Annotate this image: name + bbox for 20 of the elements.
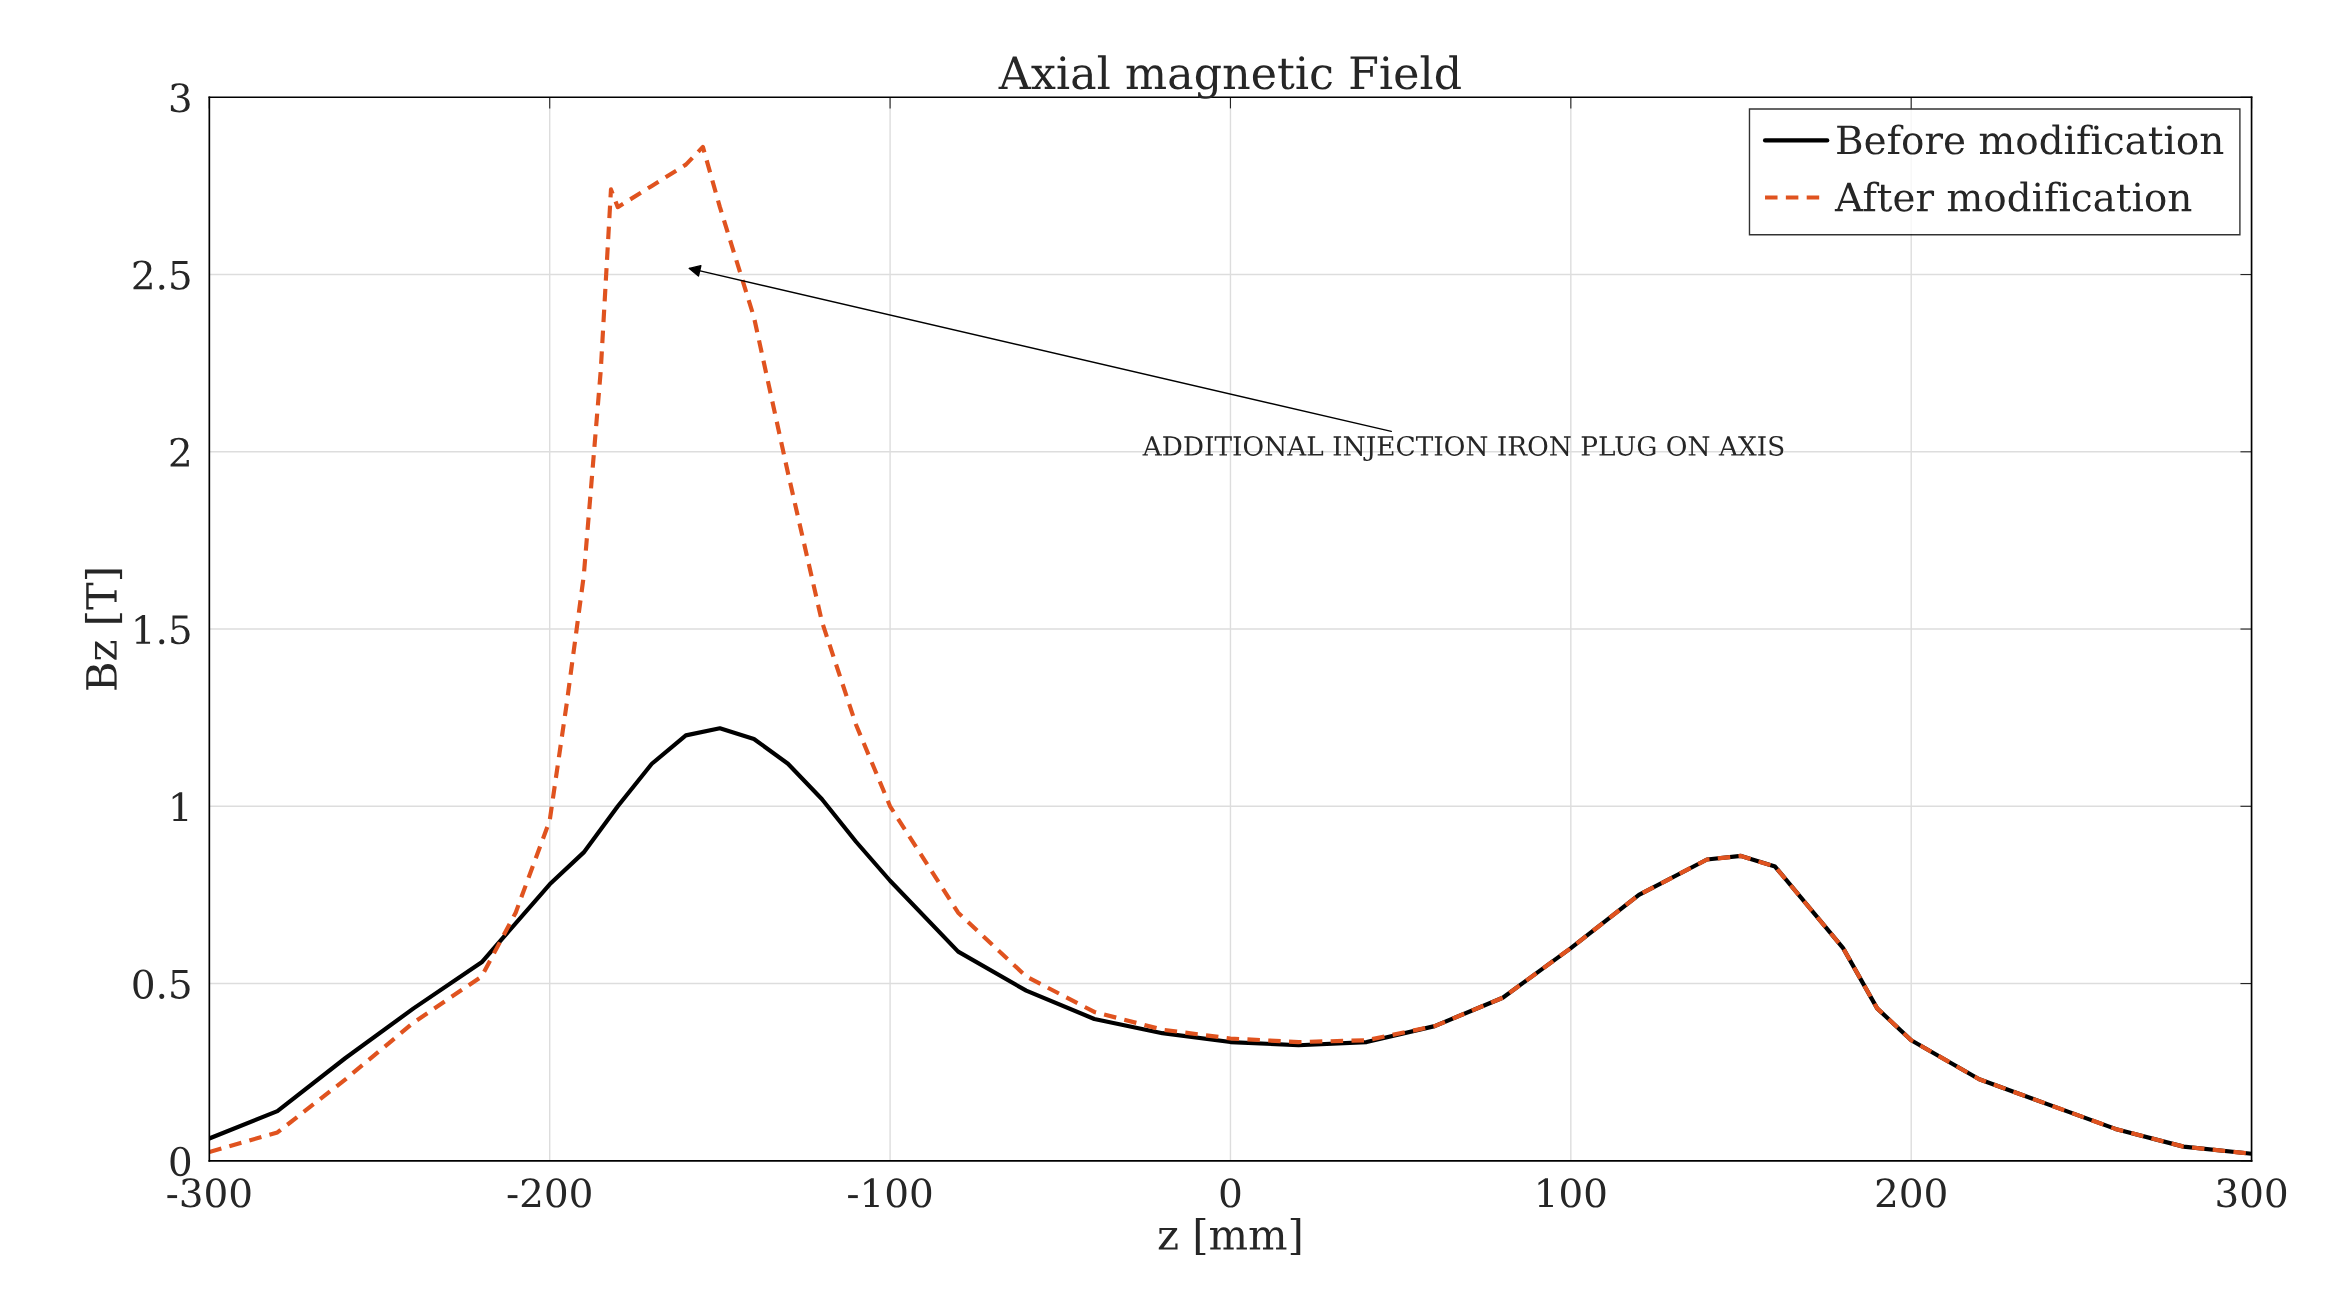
legend-label: After modification (1834, 181, 2192, 212)
y-tick-label: 1 (172, 792, 188, 822)
x-tick-label: 300 (2217, 1178, 2287, 1208)
x-axis-title: z [mm] (1158, 1217, 1301, 1256)
chart-title: Axial magnetic Field (998, 55, 1461, 99)
legend-label: Before modification (1837, 124, 2224, 155)
y-axis-title: Bz [T] (84, 569, 123, 690)
y-tick-label: 3 (170, 83, 190, 113)
y-tick-label: 2 (170, 437, 189, 467)
y-tick-label: 0.5 (133, 969, 190, 999)
x-tick-label: 100 (1538, 1178, 1606, 1208)
x-tick-label: -100 (848, 1178, 932, 1208)
y-tick-label: 2.5 (133, 260, 190, 290)
annotation: ADDITIONAL INJECTION IRON PLUG ON AXIS (1142, 435, 1784, 462)
y-tick-label: 1.5 (135, 614, 190, 645)
x-tick-label: -200 (507, 1178, 591, 1208)
x-tick-label: 0 (1220, 1178, 1241, 1208)
y-tick-label: 0 (170, 1146, 191, 1177)
x-tick-label: -300 (167, 1178, 251, 1208)
x-tick-label: 200 (1876, 1178, 1946, 1208)
